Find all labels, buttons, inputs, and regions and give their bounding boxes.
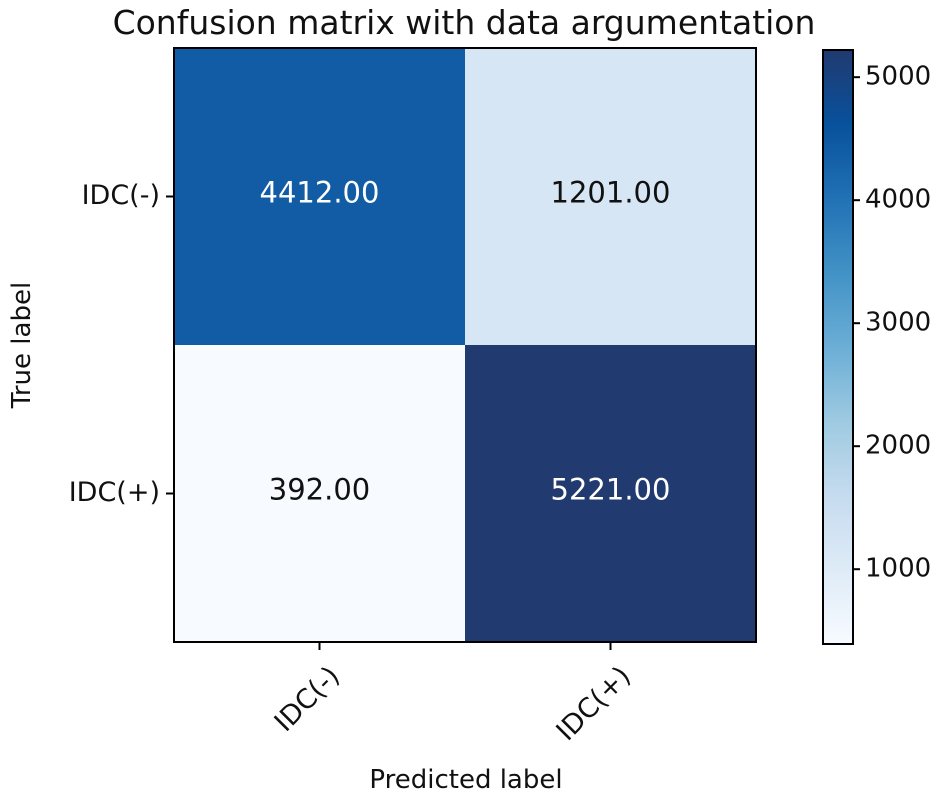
matrix-cell-1-1 xyxy=(465,345,756,642)
matrix-cell-0-0 xyxy=(174,48,465,345)
x-tick-label: IDC(+) xyxy=(551,661,637,747)
colorbar-tick-label: 5000 xyxy=(865,62,931,92)
cell-value-label: 1201.00 xyxy=(551,176,671,210)
cell-value-label: 392.00 xyxy=(269,473,370,507)
matrix-cell-0-1 xyxy=(465,48,756,345)
y-tick-group: IDC(-) IDC(+) xyxy=(69,180,174,508)
y-tick-label: IDC(+) xyxy=(69,477,160,508)
matrix-cell-1-0 xyxy=(174,345,465,642)
matrix-cells: 4412.00 1201.00 392.00 5221.00 xyxy=(174,48,756,642)
x-tick-label: IDC(-) xyxy=(269,661,346,738)
cell-value-label: 5221.00 xyxy=(551,473,671,507)
colorbar-tick-label: 1000 xyxy=(865,554,931,584)
colorbar xyxy=(822,49,854,645)
cell-value-label: 4412.00 xyxy=(260,176,380,210)
y-tick-label: IDC(-) xyxy=(82,180,160,211)
x-axis-label: Predicted label xyxy=(369,765,562,795)
colorbar-tick-label: 4000 xyxy=(865,185,931,215)
colorbar-tick-group: 1000 2000 3000 4000 5000 xyxy=(853,62,931,584)
colorbar-tick-label: 3000 xyxy=(865,308,931,338)
y-axis-label: True label xyxy=(7,282,37,409)
matrix-frame xyxy=(173,47,757,643)
x-tick-group: IDC(-) IDC(+) xyxy=(269,642,637,747)
colorbar-tick-label: 2000 xyxy=(865,431,931,461)
chart-title: Confusion matrix with data argumentation xyxy=(113,3,816,42)
